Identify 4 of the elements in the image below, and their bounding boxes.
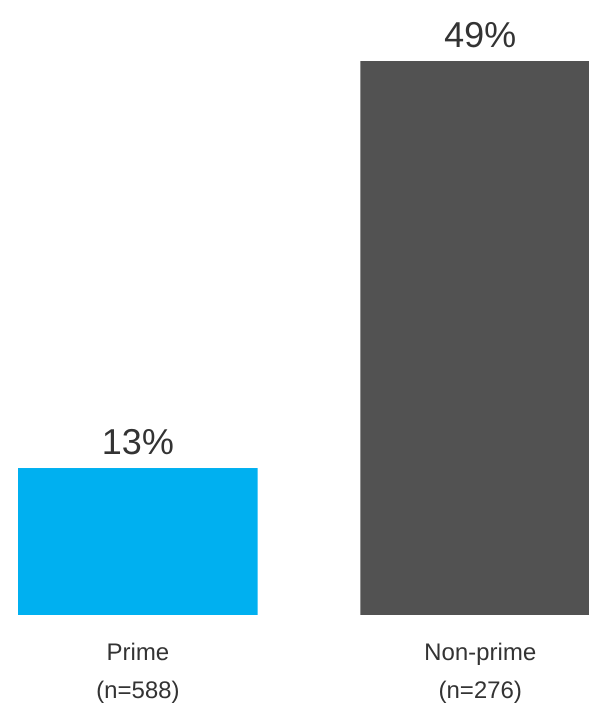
x-tick-label: Prime (n=588) [96, 639, 180, 704]
x-tick-label: Non-prime (n=276) [424, 639, 536, 704]
data-label: 13% [102, 421, 174, 462]
data-label: 49% [444, 14, 516, 55]
